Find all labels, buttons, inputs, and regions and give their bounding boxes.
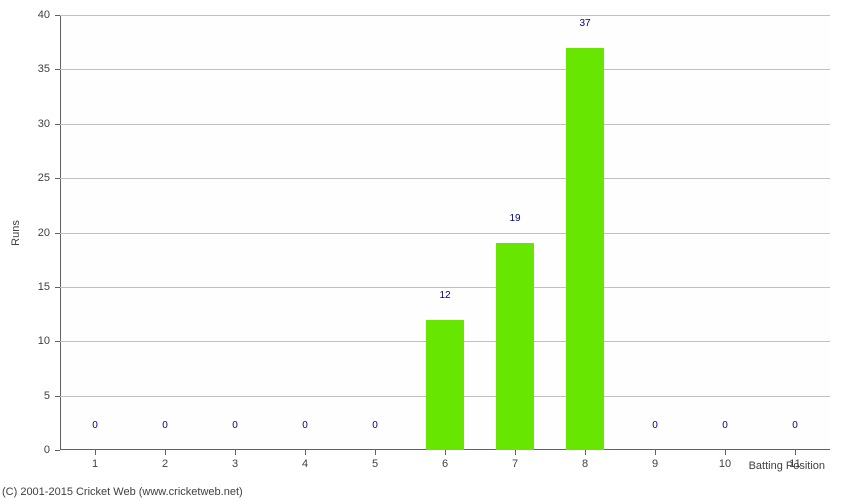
y-tick-label: 10 xyxy=(38,335,60,347)
y-tick-label: 5 xyxy=(44,390,60,402)
bar-value-label: 0 xyxy=(372,420,378,435)
grid-line xyxy=(60,15,830,16)
grid-line xyxy=(60,124,830,125)
bar-value-label: 37 xyxy=(579,18,590,33)
bar xyxy=(566,48,605,450)
x-tick-label: 2 xyxy=(162,450,168,470)
x-tick-label: 6 xyxy=(442,450,448,470)
bar-value-label: 0 xyxy=(92,420,98,435)
y-tick-label: 30 xyxy=(38,118,60,130)
x-tick-label: 10 xyxy=(719,450,731,470)
bar-value-label: 19 xyxy=(509,213,520,228)
bar-value-label: 0 xyxy=(162,420,168,435)
y-tick-label: 35 xyxy=(38,63,60,75)
x-axis-title: Batting Position xyxy=(749,460,825,472)
y-tick-label: 0 xyxy=(44,444,60,456)
x-tick-label: 9 xyxy=(652,450,658,470)
plot-area: 0510152025303540102030405061271983790100… xyxy=(60,15,830,450)
bar-value-label: 0 xyxy=(652,420,658,435)
x-tick-label: 7 xyxy=(512,450,518,470)
y-tick-label: 25 xyxy=(38,172,60,184)
bar-value-label: 0 xyxy=(302,420,308,435)
x-tick-label: 3 xyxy=(232,450,238,470)
bar-value-label: 0 xyxy=(722,420,728,435)
grid-line xyxy=(60,233,830,234)
bar-value-label: 12 xyxy=(439,290,450,305)
grid-line xyxy=(60,69,830,70)
y-tick-label: 40 xyxy=(38,9,60,21)
x-tick-label: 8 xyxy=(582,450,588,470)
chart-container: 0510152025303540102030405061271983790100… xyxy=(0,0,850,500)
y-axis-title: Runs xyxy=(10,220,22,246)
x-tick-label: 5 xyxy=(372,450,378,470)
copyright-text: (C) 2001-2015 Cricket Web (www.cricketwe… xyxy=(2,486,243,498)
y-tick-label: 15 xyxy=(38,281,60,293)
x-tick-label: 4 xyxy=(302,450,308,470)
grid-line xyxy=(60,178,830,179)
bar xyxy=(426,320,465,451)
x-tick-label: 1 xyxy=(92,450,98,470)
bar xyxy=(496,243,535,450)
y-tick-label: 20 xyxy=(38,227,60,239)
bar-value-label: 0 xyxy=(232,420,238,435)
grid-line xyxy=(60,287,830,288)
bar-value-label: 0 xyxy=(792,420,798,435)
